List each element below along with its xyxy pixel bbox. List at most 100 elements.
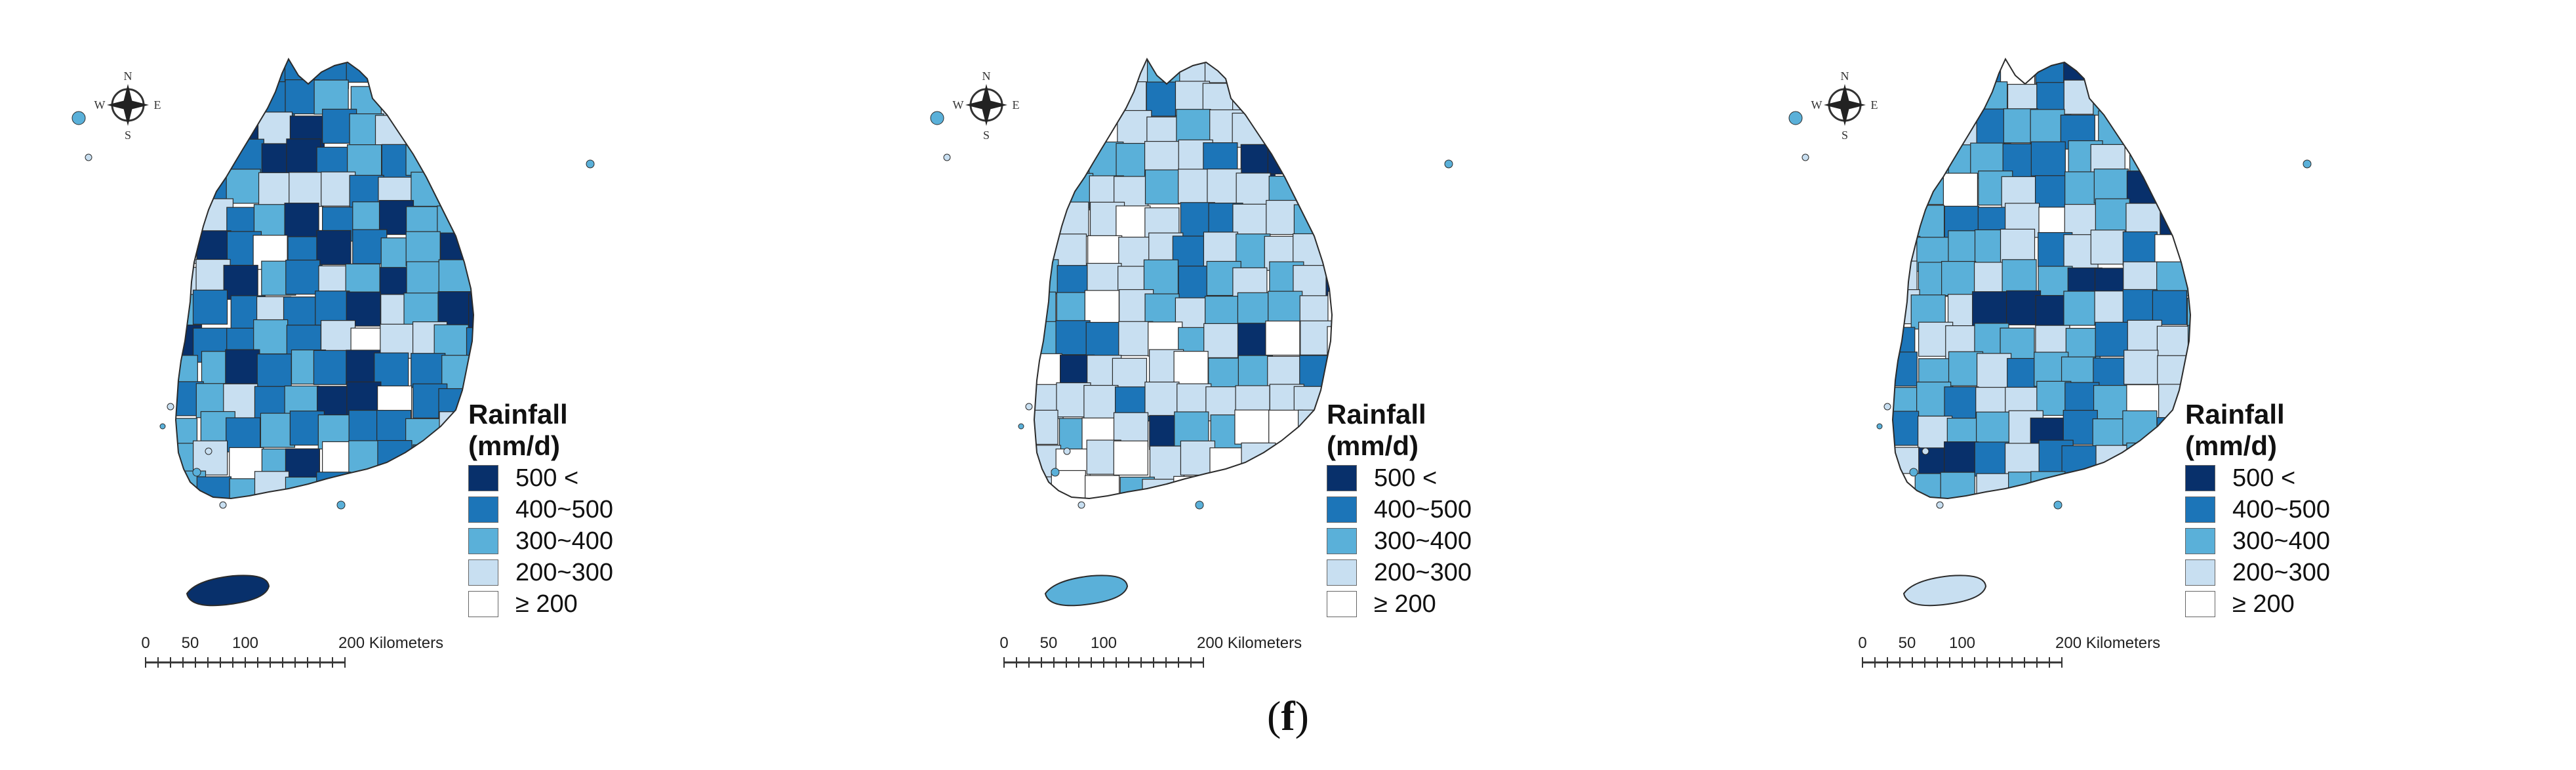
district bbox=[2187, 325, 2190, 360]
island bbox=[943, 153, 951, 161]
scale-label: 0 bbox=[1858, 634, 1866, 652]
legend-swatch bbox=[468, 559, 498, 586]
district bbox=[1329, 202, 1332, 237]
legend-swatch bbox=[2185, 528, 2215, 554]
legend-label: ≥ 200 bbox=[515, 590, 578, 618]
district bbox=[315, 291, 350, 326]
legend-label: 300~400 bbox=[2232, 527, 2330, 555]
district bbox=[1917, 85, 1952, 120]
island bbox=[205, 447, 212, 455]
legend-row: 200~300 bbox=[1327, 557, 1472, 588]
district bbox=[2189, 262, 2190, 298]
district bbox=[176, 116, 206, 152]
island bbox=[1876, 423, 1883, 430]
district bbox=[1976, 353, 2012, 388]
district bbox=[1116, 205, 1151, 241]
district bbox=[376, 472, 411, 498]
district bbox=[470, 353, 473, 388]
district bbox=[2188, 350, 2190, 386]
legend-swatch bbox=[468, 465, 498, 491]
scale-label: 0 bbox=[141, 634, 150, 652]
district bbox=[1325, 230, 1332, 265]
choropleth-map: N S E W 0 50 100 200 Kilometers bbox=[930, 57, 1453, 668]
district bbox=[285, 259, 321, 295]
district bbox=[1909, 205, 1945, 240]
legend-swatch bbox=[468, 591, 498, 617]
district bbox=[442, 172, 473, 208]
scale-label: 200 Kilometers bbox=[1197, 634, 1302, 652]
district bbox=[2122, 410, 2158, 445]
district bbox=[1055, 320, 1091, 355]
district bbox=[1174, 411, 1209, 447]
legend-swatch bbox=[1327, 465, 1357, 491]
legend-swatch bbox=[1327, 591, 1357, 617]
district bbox=[2030, 141, 2066, 176]
district bbox=[1268, 83, 1303, 118]
district bbox=[1113, 440, 1148, 476]
jeju-island bbox=[186, 575, 270, 607]
district bbox=[1203, 232, 1239, 267]
district bbox=[284, 203, 319, 238]
district bbox=[1180, 440, 1216, 476]
island bbox=[85, 153, 92, 161]
district bbox=[441, 138, 473, 174]
compass-rose-icon: N S E W bbox=[1811, 70, 1878, 142]
district bbox=[1269, 448, 1304, 483]
district bbox=[1268, 291, 1303, 326]
scale-label: 200 Kilometers bbox=[2055, 634, 2160, 652]
legend-label: 300~400 bbox=[515, 527, 613, 555]
district bbox=[1238, 355, 1273, 390]
legend-title-line1: Rainfall bbox=[2185, 399, 2285, 430]
district bbox=[1178, 169, 1213, 204]
mainland-outline bbox=[1033, 57, 1333, 500]
district bbox=[2127, 79, 2163, 115]
district bbox=[2152, 290, 2188, 325]
district bbox=[1054, 201, 1089, 237]
map-panel-1: N S E W 0 50 100 200 Kilometers Rainfall (mm/d)… bbox=[0, 0, 858, 721]
legend-label: 300~400 bbox=[1374, 527, 1472, 555]
caption-close: ) bbox=[1295, 693, 1309, 739]
district bbox=[438, 115, 473, 150]
district bbox=[1323, 144, 1332, 180]
district bbox=[2125, 477, 2160, 498]
legend-row: 300~400 bbox=[468, 526, 613, 556]
legend-title-line1: Rainfall bbox=[468, 399, 568, 430]
district bbox=[1053, 59, 1088, 84]
district bbox=[176, 81, 207, 116]
district bbox=[316, 230, 352, 266]
legend-row: 500 < bbox=[2185, 463, 2330, 493]
district bbox=[1295, 79, 1331, 115]
district bbox=[2097, 59, 2132, 85]
district bbox=[1942, 172, 1979, 208]
compass-label-n: N bbox=[1841, 70, 1849, 83]
district bbox=[2127, 319, 2162, 355]
district bbox=[413, 444, 448, 479]
island bbox=[167, 403, 174, 411]
compass-rose-icon: N S E W bbox=[94, 70, 161, 142]
district bbox=[2063, 409, 2098, 445]
scale-label: 100 bbox=[1949, 634, 1975, 652]
district bbox=[1086, 85, 1122, 121]
district bbox=[465, 140, 473, 176]
district bbox=[1208, 472, 1243, 498]
district bbox=[229, 138, 264, 174]
district bbox=[1176, 109, 1211, 144]
district bbox=[1893, 352, 1918, 387]
district bbox=[226, 417, 261, 453]
district bbox=[2183, 114, 2190, 150]
district bbox=[197, 86, 233, 121]
district bbox=[1173, 351, 1209, 386]
district bbox=[466, 327, 473, 363]
district bbox=[1893, 176, 1922, 212]
scale-bar: 0 50 100 200 Kilometers bbox=[1858, 634, 2160, 668]
district bbox=[468, 293, 473, 329]
district bbox=[1034, 174, 1062, 209]
district bbox=[1296, 59, 1331, 92]
legend-swatch bbox=[1327, 559, 1357, 586]
district bbox=[2030, 109, 2065, 144]
district bbox=[2099, 470, 2134, 498]
island bbox=[1051, 468, 1060, 477]
district bbox=[226, 81, 262, 117]
district bbox=[2005, 290, 2042, 325]
compass-label-n: N bbox=[982, 70, 991, 83]
